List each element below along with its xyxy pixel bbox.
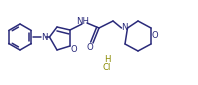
Text: H: H	[104, 56, 110, 65]
Text: NH: NH	[76, 16, 89, 26]
Text: Cl: Cl	[103, 63, 111, 73]
Text: O: O	[152, 32, 158, 40]
Text: O: O	[87, 44, 93, 53]
Text: N: N	[121, 23, 127, 32]
Text: O: O	[71, 45, 77, 53]
Text: N: N	[41, 32, 47, 41]
